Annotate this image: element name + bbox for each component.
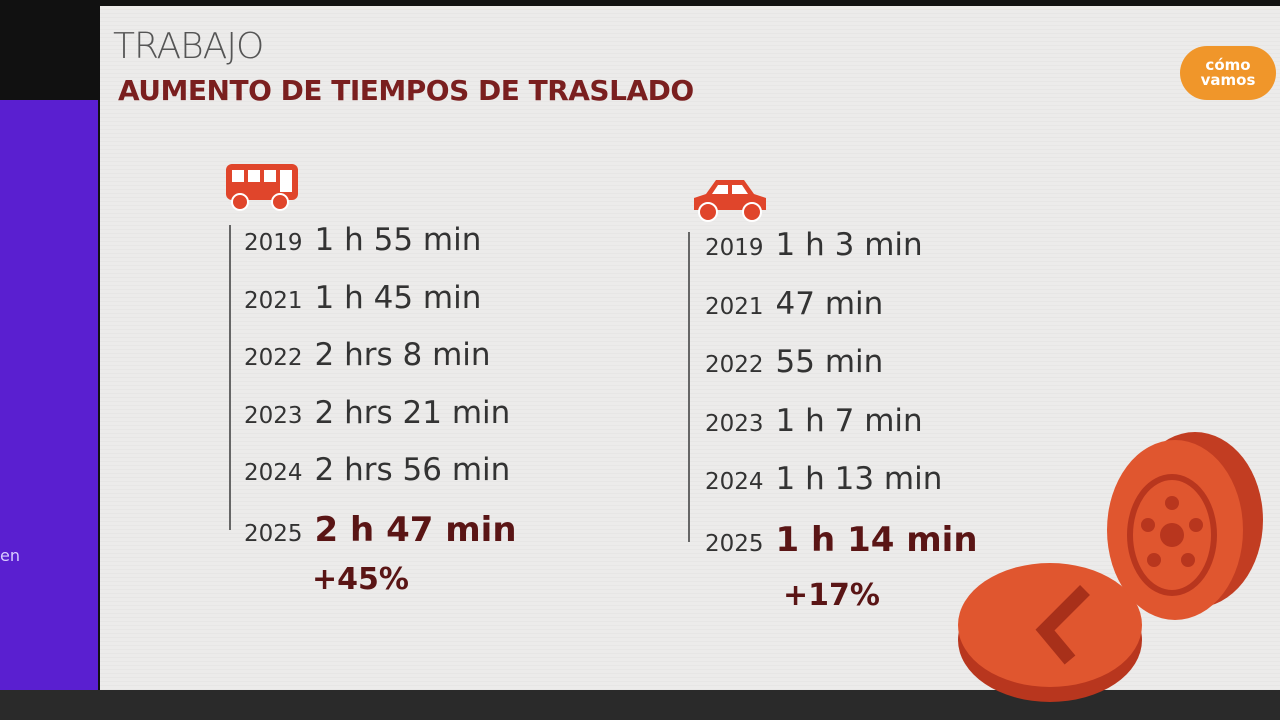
time-row: 2021 47 min (705, 286, 883, 322)
year: 2022 (244, 345, 303, 371)
travel-time: 1 h 45 min (314, 279, 482, 316)
travel-time: 1 h 3 min (775, 227, 923, 263)
time-row: 2024 2 hrs 56 min (244, 452, 510, 488)
year: 2021 (244, 287, 303, 314)
car-icon (694, 180, 766, 222)
change-percent: +45% (312, 562, 409, 597)
time-row: 2019 1 h 55 min (244, 222, 481, 258)
travel-time: 2 hrs 8 min (314, 337, 491, 373)
travel-time: 1 h 13 min (775, 461, 943, 497)
travel-time: 1 h 7 min (775, 402, 923, 439)
travel-time: 2 hrs 56 min (314, 452, 511, 488)
side-panel (0, 100, 98, 690)
slide-title: AUMENTO DE TIEMPOS DE TRASLADO (118, 74, 694, 107)
year: 2025 (244, 520, 303, 547)
year: 2021 (705, 293, 764, 320)
year: 2019 (705, 235, 764, 261)
travel-time: 1 h 14 min (775, 519, 978, 560)
travel-time: 55 min (775, 344, 884, 380)
tires-decoration (958, 432, 1263, 702)
year: 2024 (244, 460, 303, 486)
time-row: 2023 1 h 7 min (705, 403, 923, 439)
bus-icon (226, 164, 298, 211)
side-text: en (0, 546, 20, 565)
time-row: 2025 2 h 47 min (244, 510, 517, 550)
time-row: 2024 1 h 13 min (705, 461, 942, 497)
year: 2022 (705, 352, 764, 378)
travel-time: 2 h 47 min (314, 509, 517, 550)
divider-line (688, 232, 690, 542)
time-row: 2025 1 h 14 min (705, 520, 978, 560)
section-label: TRABAJO (113, 26, 264, 67)
logo: cómo vamos (1180, 46, 1276, 100)
travel-time: 47 min (775, 285, 884, 322)
year: 2023 (705, 410, 764, 437)
time-row: 2019 1 h 3 min (705, 227, 923, 263)
year: 2025 (705, 530, 764, 557)
year: 2024 (705, 469, 764, 495)
time-row: 2023 2 hrs 21 min (244, 395, 510, 431)
time-row: 2022 55 min (705, 344, 883, 380)
year: 2019 (244, 230, 303, 256)
time-row: 2022 2 hrs 8 min (244, 337, 491, 373)
time-row: 2021 1 h 45 min (244, 280, 481, 316)
year: 2023 (244, 402, 303, 429)
travel-time: 2 hrs 21 min (314, 394, 511, 431)
change-percent: +17% (783, 578, 880, 613)
divider-line (229, 225, 231, 530)
travel-time: 1 h 55 min (314, 222, 482, 258)
